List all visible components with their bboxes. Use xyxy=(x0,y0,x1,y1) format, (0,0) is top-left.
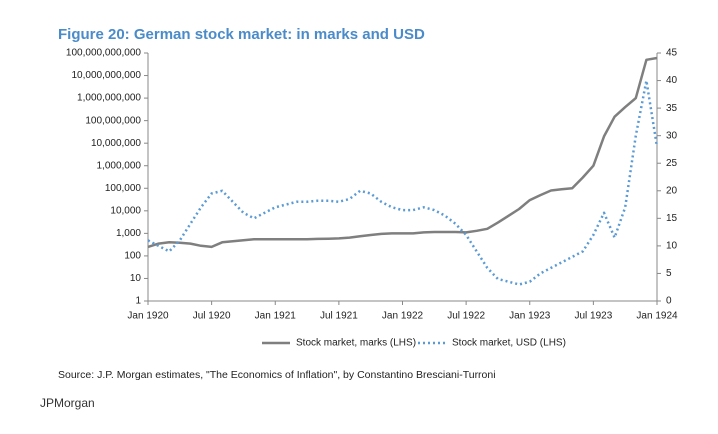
y2-tick-label: 5 xyxy=(666,268,672,279)
y-tick-label: 10,000 xyxy=(110,205,141,216)
x-tick-label: Jan 1920 xyxy=(127,311,169,322)
y2-tick-label: 45 xyxy=(666,48,678,59)
y2-tick-label: 10 xyxy=(666,241,678,252)
y-tick-label: 1,000 xyxy=(116,228,141,239)
chart-title: Figure 20: German stock market: in marks… xyxy=(58,26,425,43)
y-tick-label: 100,000 xyxy=(105,183,142,194)
x-tick-label: Jan 1923 xyxy=(509,311,551,322)
x-tick-label: Jul 1920 xyxy=(193,311,231,322)
y-tick-label: 1,000,000 xyxy=(97,160,142,171)
x-tick-label: Jul 1923 xyxy=(574,311,612,322)
y-tick-label: 10,000,000,000 xyxy=(71,70,141,81)
y2-tick-label: 15 xyxy=(666,213,678,224)
source-note: Source: J.P. Morgan estimates, "The Econ… xyxy=(58,369,496,381)
y2-tick-label: 0 xyxy=(666,296,672,307)
y-tick-label: 100 xyxy=(124,251,141,262)
x-tick-label: Jul 1922 xyxy=(447,311,485,322)
footer: JPMorgan xyxy=(40,396,95,410)
x-tick-label: Jan 1921 xyxy=(255,311,297,322)
legend-label: Stock market, marks (LHS) xyxy=(296,338,416,349)
series-line xyxy=(147,56,658,249)
y2-tick-label: 30 xyxy=(666,130,678,141)
y-tick-label: 1 xyxy=(135,296,141,307)
x-tick-label: Jan 1922 xyxy=(382,311,424,322)
y-tick-label: 1,000,000,000 xyxy=(77,93,141,104)
series-line xyxy=(147,79,659,286)
y-tick-label: 100,000,000,000 xyxy=(66,48,142,59)
x-tick-label: Jul 1921 xyxy=(320,311,358,322)
y2-tick-label: 20 xyxy=(666,185,678,196)
x-tick-label: Jan 1924 xyxy=(636,311,678,322)
y-tick-label: 10,000,000 xyxy=(91,138,141,149)
y2-tick-label: 40 xyxy=(666,75,678,86)
legend-label: Stock market, USD (LHS) xyxy=(452,338,566,349)
y-tick-label: 100,000,000 xyxy=(85,115,141,126)
y-tick-label: 10 xyxy=(130,273,142,284)
y2-tick-label: 25 xyxy=(666,158,678,169)
y2-tick-label: 35 xyxy=(666,103,678,114)
